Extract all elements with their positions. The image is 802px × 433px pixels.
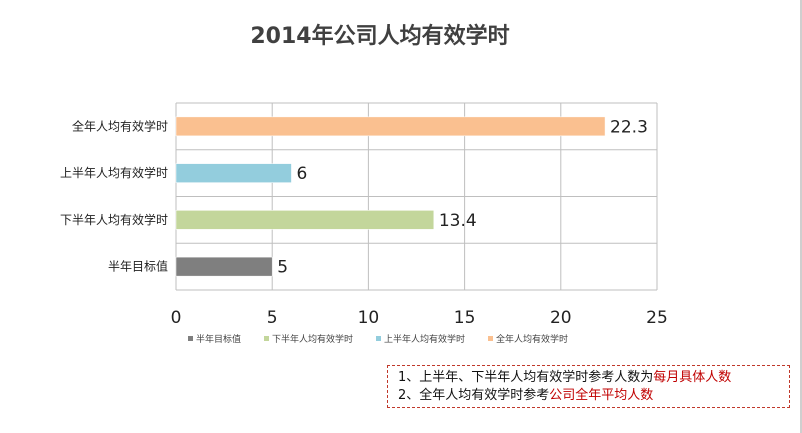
window-edge	[800, 0, 802, 433]
legend-swatch-1	[264, 336, 269, 341]
bar-1	[175, 163, 292, 183]
note-line-2-highlight: 公司全年平均人数	[549, 388, 654, 403]
note-line-1-highlight: 每月具体人数	[653, 370, 732, 385]
bars	[175, 116, 606, 277]
data-label-0: 22.3	[610, 117, 648, 137]
legend-swatch-3	[488, 336, 493, 341]
legend-label-1: 下半年人均有效学时	[272, 333, 353, 345]
note-box: 1、上半年、下半年人均有效学时参考人数为每月具体人数 2、全年人均有效学时参考公…	[387, 365, 790, 408]
category-label-3: 半年目标值	[108, 259, 168, 274]
bar-2	[175, 210, 435, 230]
legend: 半年目标值 下半年人均有效学时 上半年人均有效学时 全年人均有效学时	[188, 333, 568, 345]
legend-label-0: 半年目标值	[196, 333, 241, 345]
bar-3	[175, 256, 273, 277]
x-tick-label-4: 20	[550, 308, 572, 328]
category-label-2: 下半年人均有效学时	[60, 212, 168, 227]
x-tick-label-5: 25	[646, 308, 668, 328]
category-label-0: 全年人均有效学时	[72, 118, 168, 133]
note-line-1-text: 1、上半年、下半年人均有效学时参考人数为	[398, 370, 654, 385]
x-axis-ticks: 0 5 10 15 20 25	[171, 308, 668, 328]
x-tick-label-2: 10	[358, 308, 380, 328]
x-tick-label-3: 15	[454, 308, 476, 328]
data-labels: 22.3 6 13.4 5	[277, 117, 648, 277]
bar-0	[175, 116, 606, 137]
legend-label-3: 全年人均有效学时	[496, 333, 568, 345]
x-tick-label-1: 5	[267, 308, 278, 328]
legend-swatch-2	[376, 336, 381, 341]
data-label-1: 6	[296, 164, 307, 184]
legend-swatch-0	[188, 336, 193, 341]
data-label-2: 13.4	[439, 211, 477, 231]
x-tick-label-0: 0	[171, 308, 182, 328]
note-line-2: 2、全年人均有效学时参考公司全年平均人数	[398, 387, 779, 405]
data-label-3: 5	[277, 258, 288, 278]
note-line-2-text: 2、全年人均有效学时参考	[398, 388, 550, 403]
category-label-1: 上半年人均有效学时	[60, 165, 168, 180]
legend-label-2: 上半年人均有效学时	[384, 333, 465, 345]
note-line-1: 1、上半年、下半年人均有效学时参考人数为每月具体人数	[398, 369, 779, 387]
chart-title: 2014年公司人均有效学时	[250, 24, 510, 49]
